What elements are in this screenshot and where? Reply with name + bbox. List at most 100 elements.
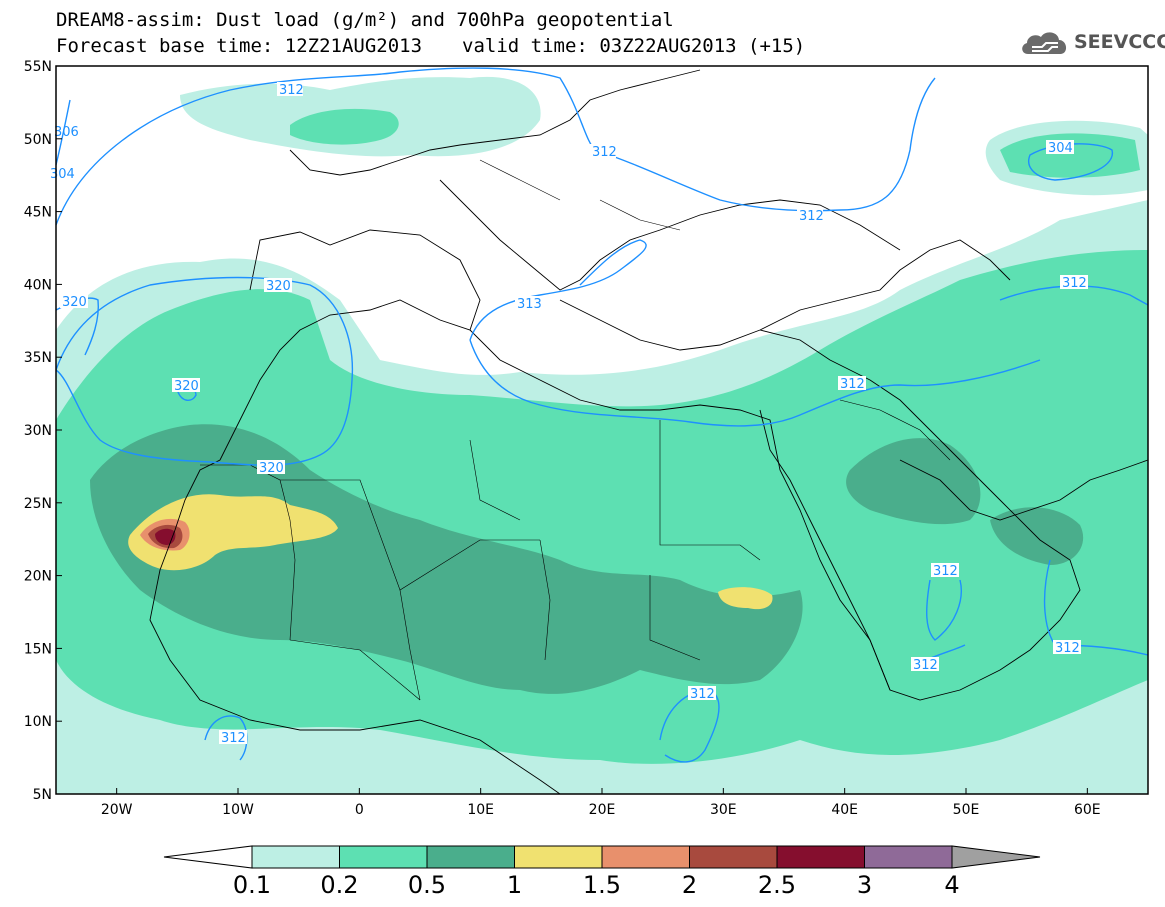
cloud-icon (1022, 32, 1067, 54)
colorbar-label: 0.1 (233, 871, 271, 899)
valid-time: valid time: 03Z22AUG2013 (+15) (462, 35, 806, 57)
lon-tick-label: 0 (355, 802, 364, 818)
contour-label-304-w: 304 (50, 167, 75, 182)
colorbar-swatch (601, 845, 690, 869)
svg-text:312: 312 (840, 377, 865, 392)
lat-tick-label: 10N (24, 714, 52, 730)
contour-label-312-j: 312 (219, 730, 247, 746)
svg-text:313: 313 (517, 297, 542, 312)
dust-field-0.5 (90, 424, 803, 694)
lon-tick-label: 10W (222, 802, 254, 818)
longitude-axis: 20W 10W 0 10E 20E 30E 40E 50E 60E (101, 788, 1101, 818)
lat-tick-label: 30N (24, 423, 52, 439)
contour-312-westafrica (204, 715, 248, 761)
colorbar-label: 1.5 (583, 871, 621, 899)
colorbar-over-triangle (951, 845, 1041, 869)
lon-tick-label: 40E (831, 802, 858, 818)
contour-label-320-a: 320 (264, 278, 292, 294)
svg-text:312: 312 (913, 658, 938, 673)
svg-text:312: 312 (1055, 641, 1080, 656)
contour-320 (55, 276, 354, 466)
lat-tick-label: 35N (24, 350, 52, 366)
contour-label-320-d: 320 (257, 460, 285, 476)
lat-tick-label: 20N (24, 569, 52, 585)
contour-label-312-a: 312 (277, 82, 304, 98)
map-title: DREAM8-assim: Dust load (g/m²) and 700hP… (56, 9, 674, 31)
colorbar-label: 2 (682, 871, 697, 899)
lat-tick-label: 50N (24, 132, 52, 148)
colorbar-label: 0.2 (320, 871, 358, 899)
svg-text:320: 320 (266, 279, 291, 294)
colorbar-swatch (339, 845, 428, 869)
colorbar-under-triangle (163, 845, 253, 869)
lat-tick-label: 55N (24, 59, 52, 75)
contour-label-306: 306 (54, 125, 79, 140)
colorbar: 0.1 0.2 0.5 1 1.5 2 2.5 3 4 (163, 845, 1041, 899)
contour-label-320-c: 320 (172, 378, 200, 394)
contour-312-north (55, 67, 936, 226)
contour-label-312-f: 312 (931, 563, 959, 579)
svg-text:312: 312 (690, 687, 715, 702)
seevccc-logo: SEEVCCC (1018, 26, 1165, 60)
colorbar-label: 3 (857, 871, 872, 899)
dust-field-1-spot (718, 587, 773, 610)
lon-tick-label: 60E (1074, 802, 1101, 818)
contour-labels: 312 312 312 304 306 304 320 320 320 320 … (50, 82, 1088, 746)
lon-tick-label: 10E (467, 802, 494, 818)
contour-312-med2 (469, 339, 1041, 427)
forecast-time-line: Forecast base time: 12Z21AUG2013 valid ti… (56, 36, 805, 56)
colorbar-label: 4 (944, 871, 959, 899)
lat-tick-label: 5N (33, 787, 52, 803)
contour-label-312-i: 312 (688, 686, 716, 702)
colorbar-label: 2.5 (758, 871, 796, 899)
contour-label-312-e: 312 (1060, 275, 1088, 291)
latitude-axis: 55N 50N 45N 40N 35N 30N 25N 20N 15N 10N 5N (24, 59, 62, 803)
lon-tick-label: 30E (710, 802, 737, 818)
svg-text:306: 306 (54, 125, 79, 140)
colorbar-swatch (776, 845, 865, 869)
dust-field-0.5-arabia (846, 438, 981, 525)
colorbar-swatch (251, 845, 340, 869)
lon-tick-label: 20W (101, 802, 133, 818)
dust-field-2.5 (155, 528, 176, 545)
contour-304-west (55, 99, 71, 166)
dust-field-0.2-europe (290, 108, 399, 145)
country-borders (200, 159, 951, 701)
lon-tick-label: 20E (589, 802, 616, 818)
colorbar-swatch (864, 845, 953, 869)
svg-text:312: 312 (799, 209, 824, 224)
contour-label-304: 304 (1046, 140, 1074, 156)
colorbar-swatch (426, 845, 515, 869)
contour-label-312-h: 312 (1053, 640, 1081, 656)
svg-text:304: 304 (1048, 141, 1073, 156)
logo-text: SEEVCCC (1074, 31, 1165, 53)
svg-text:304: 304 (50, 167, 75, 182)
colorbar-label: 0.5 (408, 871, 446, 899)
contour-312-sudan (659, 689, 720, 763)
svg-text:312: 312 (221, 731, 246, 746)
svg-text:312: 312 (1062, 276, 1087, 291)
contour-label-312-b: 312 (590, 144, 617, 160)
svg-text:312: 312 (592, 145, 617, 160)
contour-label-312-c: 312 (797, 208, 824, 224)
contour-label-312-g: 312 (911, 657, 939, 673)
lat-tick-label: 25N (24, 496, 52, 512)
colorbar-swatch (689, 845, 778, 869)
forecast-base-time: Forecast base time: 12Z21AUG2013 (56, 35, 423, 57)
lon-tick-label: 50E (953, 802, 980, 818)
coastlines (149, 69, 1149, 795)
contour-label-320-b: 320 (60, 294, 88, 310)
contour-312-arabia (926, 579, 962, 641)
contour-label-312-d: 312 (838, 376, 866, 392)
lat-tick-label: 40N (24, 277, 52, 293)
lat-tick-label: 45N (24, 205, 52, 221)
contour-312-med (469, 239, 647, 341)
svg-text:320: 320 (62, 295, 87, 310)
lat-tick-label: 15N (24, 641, 52, 657)
svg-text:312: 312 (279, 83, 304, 98)
svg-text:312: 312 (933, 564, 958, 579)
svg-text:320: 320 (259, 461, 284, 476)
contour-label-313: 313 (515, 296, 543, 312)
colorbar-label: 1 (507, 871, 522, 899)
